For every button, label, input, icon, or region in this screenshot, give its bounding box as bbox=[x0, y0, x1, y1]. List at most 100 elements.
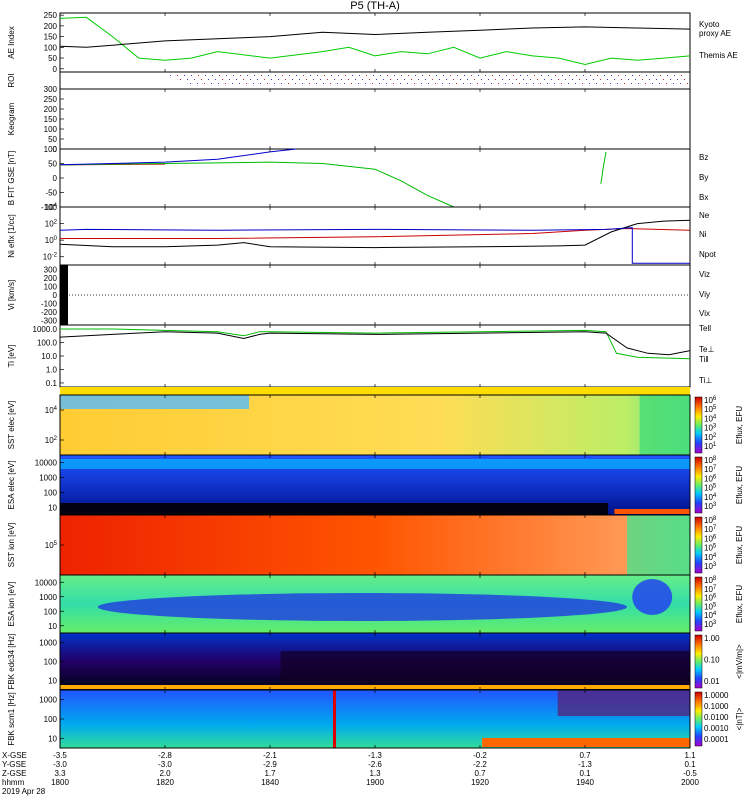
sst_i-ylabel: SST ion [eV] bbox=[7, 523, 16, 568]
time-axis-row-label: Y-GSE bbox=[2, 760, 26, 769]
roi-dot bbox=[229, 79, 230, 80]
series-line bbox=[60, 328, 691, 360]
roi-dot bbox=[327, 79, 328, 80]
legend-entry: By bbox=[699, 173, 708, 182]
roi-dot bbox=[275, 75, 276, 76]
ae-ylabel: AE Index bbox=[7, 26, 16, 58]
y-tick-label: 50 bbox=[48, 54, 57, 63]
y-tick-label: 1000 bbox=[39, 696, 57, 705]
roi-dot bbox=[677, 79, 678, 80]
y-tick-label: 250 bbox=[44, 95, 58, 104]
roi-dot bbox=[576, 75, 577, 76]
y-tick-label: -300 bbox=[41, 317, 58, 326]
y-tick-label: 100 bbox=[45, 236, 58, 245]
roi-dot bbox=[429, 75, 430, 76]
roi-dot bbox=[498, 83, 499, 84]
roi-dot bbox=[624, 83, 625, 84]
colorbar-tick-label: 104 bbox=[704, 493, 717, 502]
y-tick-label: 100 bbox=[44, 715, 58, 724]
legend-entry: proxy AE bbox=[699, 29, 731, 38]
y-tick-label: 100 bbox=[44, 43, 58, 52]
time-axis-value: -3.5 bbox=[53, 751, 67, 760]
time-axis-value: 0.7 bbox=[579, 751, 591, 760]
chart-title: P5 (TH-A) bbox=[350, 0, 400, 12]
roi-dot bbox=[499, 75, 500, 76]
colorbar-tick-label: 103 bbox=[704, 424, 717, 433]
fbk-b-spike bbox=[333, 690, 336, 748]
roi-dot bbox=[309, 83, 310, 84]
time-axis-value: -2.1 bbox=[263, 751, 277, 760]
roi-dot bbox=[666, 83, 667, 84]
roi-dot bbox=[548, 75, 549, 76]
keogram-ylabel: Keogram bbox=[7, 102, 16, 135]
colorbar-tick-label: 103 bbox=[704, 502, 717, 511]
roi-dot bbox=[267, 83, 268, 84]
roi-dot bbox=[264, 79, 265, 80]
y-tick-label: 1000.0 bbox=[33, 325, 58, 334]
roi-dot bbox=[331, 75, 332, 76]
series-line bbox=[59, 16, 691, 66]
y-tick-label: 100 bbox=[44, 607, 58, 616]
y-tick-label: 10 bbox=[48, 622, 57, 631]
time-axis-value: -1.3 bbox=[368, 751, 382, 760]
roi-dot bbox=[642, 79, 643, 80]
roi-dot bbox=[337, 83, 338, 84]
series-line bbox=[59, 148, 297, 166]
esa-e-upper-band bbox=[60, 459, 690, 469]
roi-dot bbox=[422, 75, 423, 76]
legend-entry: Viy bbox=[699, 290, 710, 299]
density-panel bbox=[59, 206, 691, 266]
time-axis-value: 0.1 bbox=[684, 760, 696, 769]
colorbar-label: <|mV/m|> bbox=[735, 644, 744, 679]
roi-dot bbox=[418, 79, 419, 80]
roi-dot bbox=[653, 75, 654, 76]
roi-dot bbox=[562, 75, 563, 76]
roi-dot bbox=[526, 83, 527, 84]
temperature-ylabel: Ti [eV] bbox=[7, 345, 16, 368]
roi-dot bbox=[180, 79, 181, 80]
legend-entry: Themis AE bbox=[699, 51, 738, 60]
roi-dot bbox=[222, 79, 223, 80]
y-tick-label: 104 bbox=[45, 406, 58, 415]
roi-dot bbox=[687, 83, 688, 84]
roi-dot bbox=[369, 79, 370, 80]
roi-dot bbox=[519, 83, 520, 84]
y-tick-label: 102 bbox=[45, 220, 58, 229]
roi-dot bbox=[390, 79, 391, 80]
roi-dot bbox=[190, 83, 191, 84]
roi-dot bbox=[362, 79, 363, 80]
legend-entry: Kyoto bbox=[699, 20, 720, 29]
roi-dot bbox=[638, 83, 639, 84]
roi-dot bbox=[618, 75, 619, 76]
y-tick-label: 10.0 bbox=[41, 352, 57, 361]
roi-dot bbox=[464, 75, 465, 76]
y-tick-label: 0 bbox=[53, 174, 58, 183]
roi-dot bbox=[435, 83, 436, 84]
roi-dot bbox=[523, 79, 524, 80]
roi-dot bbox=[537, 79, 538, 80]
y-tick-label: -100 bbox=[41, 203, 58, 212]
legend-entry: Npot bbox=[699, 250, 717, 259]
time-axis-value: -2.9 bbox=[263, 760, 277, 769]
y-tick-label: 10 bbox=[48, 677, 57, 686]
legend-entry: Ne bbox=[699, 211, 710, 220]
y-tick-label: 1.0 bbox=[46, 365, 58, 374]
esa-i-plasma-sheet bbox=[97, 593, 627, 621]
roi-dot bbox=[289, 75, 290, 76]
roi-dot bbox=[667, 75, 668, 76]
roi-dot bbox=[530, 79, 531, 80]
roi-dot bbox=[558, 79, 559, 80]
roi-dot bbox=[320, 79, 321, 80]
roi-dot bbox=[250, 79, 251, 80]
roi-dot bbox=[379, 83, 380, 84]
sst-i-late-band bbox=[627, 515, 690, 575]
time-axis-value: 1.1 bbox=[684, 751, 696, 760]
roi-dot bbox=[366, 75, 367, 76]
roi-dot bbox=[352, 75, 353, 76]
roi-dot bbox=[583, 75, 584, 76]
roi-dot bbox=[211, 83, 212, 84]
roi-dot bbox=[474, 79, 475, 80]
time-axis-value: -2.8 bbox=[158, 751, 172, 760]
time-axis-value: 1.7 bbox=[264, 769, 276, 778]
roi-dot bbox=[436, 75, 437, 76]
